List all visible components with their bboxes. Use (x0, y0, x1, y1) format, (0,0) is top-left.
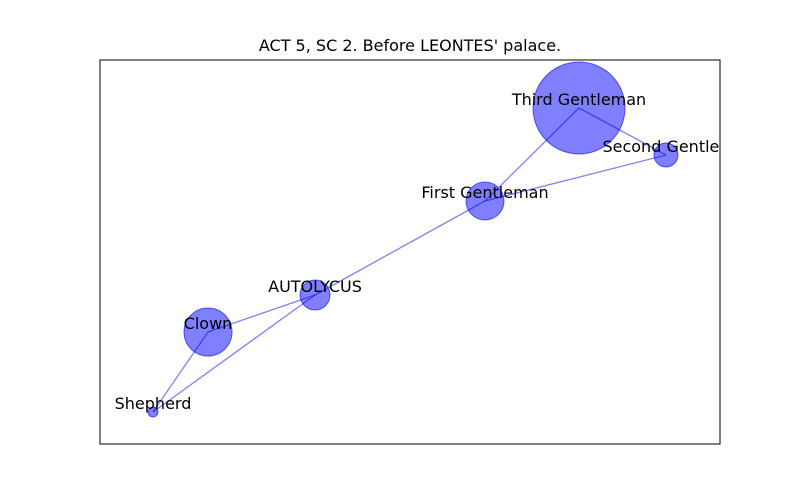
plot-frame (99, 59, 721, 445)
nodes-layer (147, 61, 679, 418)
diagram-title: ACT 5, SC 2. Before LEONTES' palace. (259, 36, 561, 55)
edge-autolycus-shepherd (152, 294, 316, 413)
node-autolycus (299, 279, 331, 311)
node-shepherd (147, 406, 159, 418)
node-label-clown: Clown (184, 314, 233, 333)
edges-layer (152, 107, 667, 413)
edge-first-gentleman-autolycus (314, 200, 486, 296)
node-label-autolycus: AUTOLYCUS (268, 277, 362, 296)
node-clown (183, 307, 233, 357)
node-label-second-gentleman: Second Gentlen (602, 137, 729, 156)
labels-layer: Third Gentleman Second Gentlen First Gentl… (115, 90, 729, 413)
node-third-gentleman (532, 61, 626, 155)
node-first-gentleman (465, 181, 505, 221)
node-second-gentleman (653, 142, 679, 168)
node-label-first-gentleman: First Gentleman (421, 183, 548, 202)
node-label-shepherd: Shepherd (115, 394, 192, 413)
edge-second-gentleman-first-gentleman (484, 154, 667, 202)
node-label-third-gentleman: Third Gentleman (511, 90, 646, 109)
